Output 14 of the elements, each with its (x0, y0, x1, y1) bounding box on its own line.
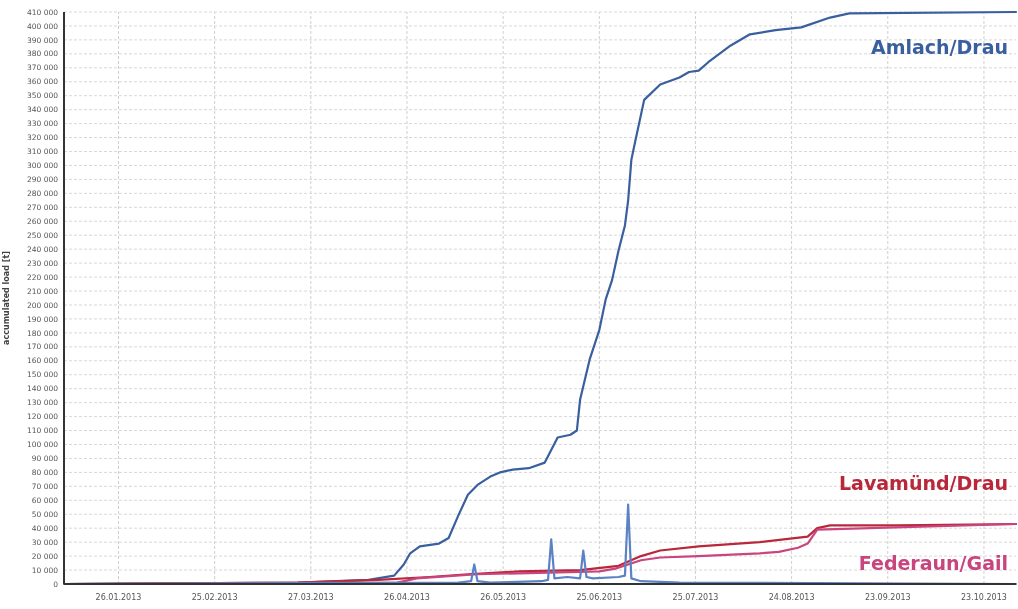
series-label: Lavamünd/Drau (838, 472, 1008, 495)
x-tick-label: 25.06.2013 (576, 593, 623, 602)
x-tick-label: 26.04.2013 (384, 593, 430, 602)
x-tick-label: 23.09.2013 (864, 593, 911, 602)
x-tick-label: 24.08.2013 (768, 593, 815, 602)
x-tick-label: 26.05.2013 (480, 593, 527, 602)
x-tick-label: 25.07.2013 (672, 593, 719, 602)
x-tick-label: 25.02.2013 (191, 593, 238, 602)
series-label: Amlach/Drau (870, 36, 1008, 58)
y-axis-title: accumulated load [t] (2, 251, 11, 345)
x-tick-label: 26.01.2013 (95, 593, 142, 602)
x-tick-label: 27.03.2013 (287, 593, 334, 602)
x-tick-label: 23.10.2013 (961, 593, 1007, 602)
series-label: Federaun/Gail (858, 552, 1008, 575)
